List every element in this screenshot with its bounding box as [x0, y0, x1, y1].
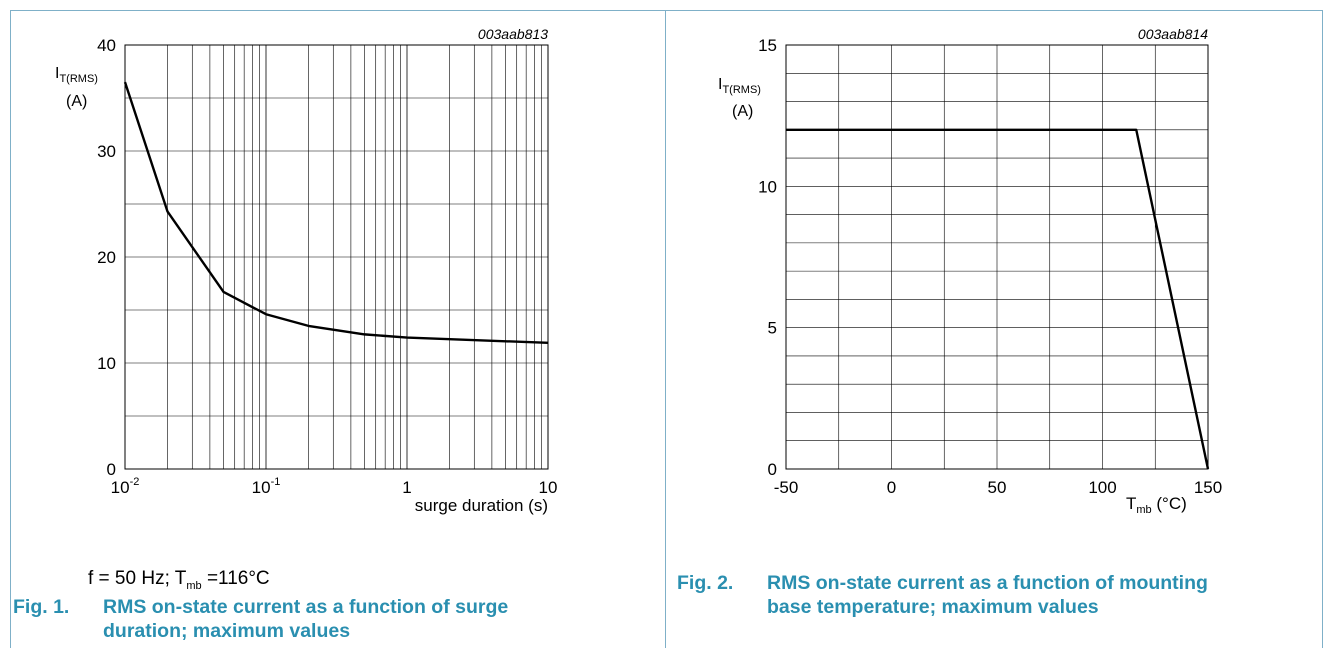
chart1-y-tick-label: 0 — [107, 460, 116, 479]
chart1-x-tick-label: 10-2 — [111, 476, 140, 497]
chart1-y-tick-label: 40 — [97, 36, 116, 55]
frame-top-border — [10, 10, 1323, 11]
chart1-x-tick-label: 10 — [539, 478, 558, 497]
frame-left-border — [10, 10, 11, 648]
chart1-caption-number: Fig. 1. — [13, 596, 70, 618]
chart1-x-tick-label: 1 — [402, 478, 411, 497]
chart2-series-line — [786, 128, 1210, 470]
chart2-y-tick-label: 15 — [758, 36, 777, 55]
chart1-series-line — [123, 81, 549, 345]
chart2-x-tick-label: 100 — [1088, 478, 1116, 497]
chart2-y-tick-label: 0 — [768, 460, 777, 479]
chart2-x-tick-label: 150 — [1194, 478, 1222, 497]
chart1-y-tick-label: 30 — [97, 142, 116, 161]
chart2-caption-number: Fig. 2. — [677, 572, 734, 594]
chart1-condition: f = 50 Hz; Tmb =116°C — [88, 568, 270, 592]
chart1-y-axis-label: IT(RMS) — [55, 65, 98, 85]
chart1-x-tick-label: 10-1 — [252, 476, 281, 497]
chart2-x-axis-label: Tmb (°C) — [1126, 494, 1187, 516]
chart1-caption-line2: duration; maximum values — [103, 620, 351, 642]
chart1-y-tick-label: 20 — [97, 248, 116, 267]
chart1-caption: Fig. 1. RMS on-state current as a functio… — [13, 595, 653, 643]
chart2-y-axis-unit: (A) — [732, 103, 753, 120]
frame-middle-divider — [665, 10, 666, 648]
chart2-x-tick-label: -50 — [774, 478, 799, 497]
chart2-plot-frame — [785, 44, 1209, 470]
chart1-caption-line1: RMS on-state current as a function of su… — [103, 596, 509, 618]
chart1-plot-frame — [124, 44, 549, 470]
chart2-figure-id: 003aab814 — [1138, 26, 1208, 42]
chart1-figure-id: 003aab813 — [478, 26, 548, 42]
chart-surge-duration: 0 10 20 30 40 10-2 10-1 1 10 IT(RMS) (A) surge dura… — [55, 26, 558, 515]
chart2-y-tick-label: 5 — [768, 319, 777, 338]
frame-right-border — [1322, 10, 1323, 648]
chart1-x-axis-label: surge duration (s) — [415, 496, 548, 515]
chart2-x-tick-label: 0 — [887, 478, 896, 497]
chart2-caption-line2: base temperature; maximum values — [767, 596, 1099, 618]
chart2-caption: Fig. 2. RMS on-state current as a functio… — [677, 571, 1317, 619]
chart2-y-axis-label: IT(RMS) — [718, 76, 761, 96]
chart2-x-tick-label: 50 — [988, 478, 1007, 497]
chart1-y-tick-label: 10 — [97, 354, 116, 373]
chart1-y-axis-unit: (A) — [66, 93, 87, 110]
chart2-caption-line1: RMS on-state current as a function of mo… — [767, 572, 1208, 594]
chart2-y-tick-label: 10 — [758, 177, 777, 196]
